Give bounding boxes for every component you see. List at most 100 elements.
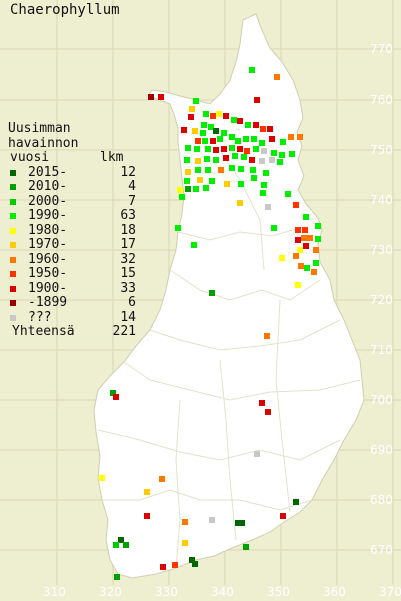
observation-marker (188, 114, 194, 120)
legend-heading-2: havainnon (8, 135, 79, 151)
observation-marker (241, 154, 247, 160)
observation-marker (279, 255, 285, 261)
observation-marker (223, 155, 229, 161)
observation-marker (307, 235, 313, 241)
observation-marker (191, 242, 197, 248)
y-tick-label: 680 (370, 493, 393, 507)
observation-marker (114, 574, 120, 580)
observation-marker (202, 138, 208, 144)
observation-marker (192, 128, 198, 134)
observation-marker (237, 146, 243, 152)
y-tick-label: 750 (370, 143, 393, 157)
observation-marker (277, 159, 283, 165)
observation-marker (148, 94, 154, 100)
observation-marker (229, 134, 235, 140)
observation-marker (265, 409, 271, 415)
observation-marker (295, 282, 301, 288)
legend-row: -1899 6 (8, 295, 136, 311)
legend-row: 2015- 12 (8, 165, 136, 181)
legend-row: 1990- 63 (8, 208, 136, 224)
observation-marker (185, 145, 191, 151)
x-axis-ticks: 310 320 330 340 350 360 370 (43, 585, 401, 599)
region-borders (97, 149, 361, 569)
legend-total-label: Yhteensä (12, 324, 75, 339)
legend-row: 1960- 32 (8, 251, 136, 268)
legend-rows: 2015- 12 2010- 4 2000- 7 1990- 63 1980- 18 1970- 17… (8, 165, 136, 326)
legend-row: 1950- 15 (8, 266, 136, 282)
observation-marker (201, 122, 207, 128)
observation-marker (217, 136, 223, 142)
observation-marker (301, 235, 307, 241)
legend-swatch (10, 271, 16, 277)
observation-marker (113, 542, 119, 548)
observation-marker (184, 178, 190, 184)
legend-swatch (10, 314, 16, 321)
observation-marker (264, 333, 270, 339)
legend-row: 1900- 33 (8, 280, 136, 297)
observation-marker (293, 499, 299, 505)
legend-label: 2010- (28, 179, 68, 194)
x-tick-label: 350 (267, 585, 290, 599)
observation-marker (285, 191, 291, 197)
observation-marker (259, 140, 265, 146)
observation-marker (261, 182, 267, 188)
observation-marker (205, 167, 211, 173)
x-tick-label: 310 (43, 585, 66, 599)
observation-marker (237, 200, 243, 206)
observation-marker (229, 165, 235, 171)
observation-marker (279, 152, 285, 158)
observation-marker (293, 202, 299, 208)
observation-marker (203, 111, 209, 117)
y-tick-label: 690 (370, 443, 393, 457)
observation-marker (243, 136, 249, 142)
legend-swatch (10, 242, 16, 248)
legend-label: 1900- (28, 280, 68, 296)
observation-marker (297, 134, 303, 140)
observation-marker (293, 253, 299, 259)
observation-marker (265, 204, 271, 210)
observation-marker (213, 157, 219, 163)
observation-marker (315, 223, 321, 229)
y-tick-label: 720 (370, 293, 393, 307)
legend-swatch (10, 227, 16, 234)
observation-marker (304, 265, 310, 271)
finland-outline (93, 13, 365, 579)
legend: Uusimman havainnon vuosi lkm 2015- 12 2010… (8, 121, 136, 340)
observation-marker (254, 451, 260, 457)
y-tick-label: 760 (370, 93, 393, 107)
observation-marker (193, 186, 199, 192)
observation-marker (193, 98, 199, 104)
observation-marker (232, 153, 238, 159)
legend-count: 33 (120, 280, 136, 296)
x-tick-label: 370 (379, 585, 401, 599)
observation-marker (303, 243, 309, 249)
observation-marker (99, 475, 105, 481)
legend-heading-1: Uusimman (8, 121, 71, 136)
observation-marker (185, 186, 191, 192)
x-tick-label: 320 (99, 585, 122, 599)
legend-label: 1960- (28, 251, 68, 267)
observation-marker (195, 158, 201, 164)
observation-marker (253, 122, 259, 128)
observation-marker (295, 227, 301, 233)
legend-swatch (10, 213, 16, 219)
observation-marker (195, 138, 201, 144)
legend-col-year: vuosi (10, 150, 50, 165)
legend-swatch (10, 300, 16, 306)
observation-marker (260, 190, 266, 196)
observation-marker (238, 181, 244, 187)
observation-marker (297, 247, 303, 253)
observation-marker (298, 263, 304, 269)
observation-marker (194, 146, 200, 152)
observation-marker (181, 127, 187, 133)
y-tick-label: 740 (370, 193, 393, 207)
observation-marker (221, 146, 227, 152)
observation-marker (235, 520, 241, 526)
legend-label: 1990- (28, 208, 68, 223)
observation-marker (185, 169, 191, 175)
observation-marker (175, 225, 181, 231)
observation-marker (313, 260, 319, 266)
legend-swatch (10, 285, 16, 292)
x-tick-label: 340 (211, 585, 234, 599)
